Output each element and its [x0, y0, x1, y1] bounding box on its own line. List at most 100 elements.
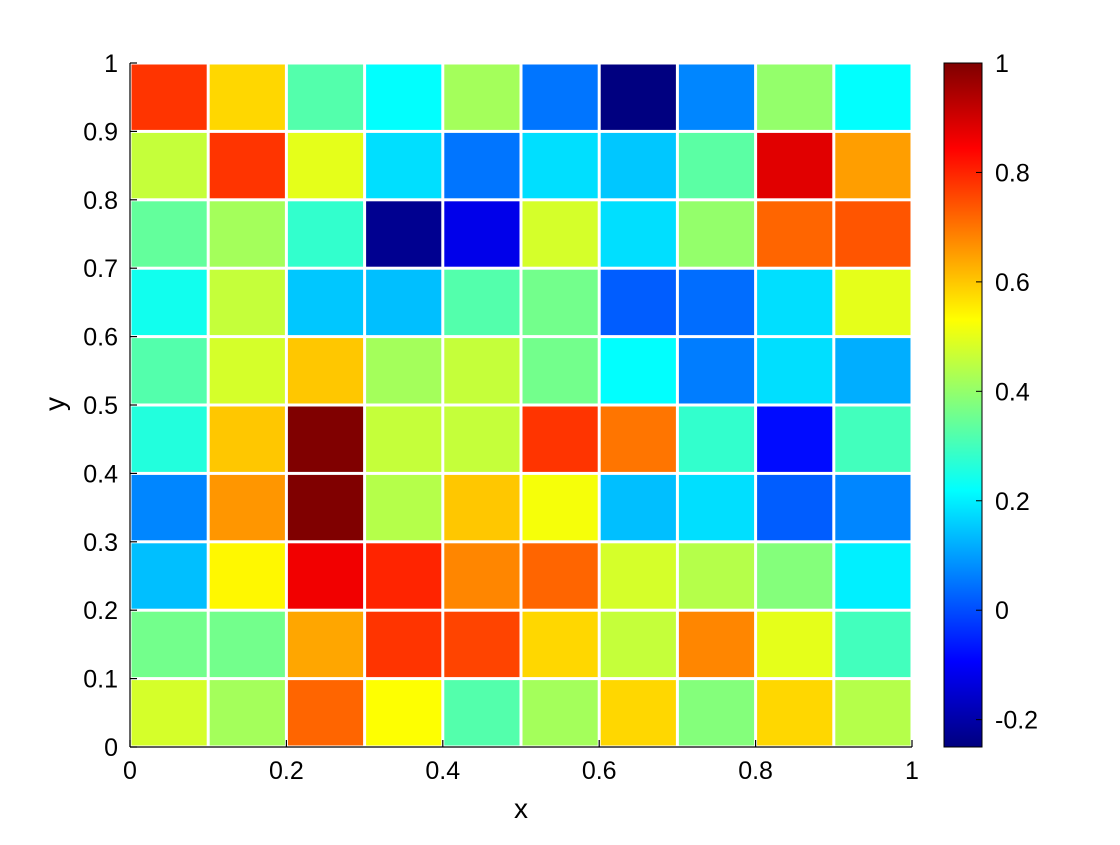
heatmap-cell [131, 132, 207, 199]
heatmap-cell [287, 543, 364, 609]
heatmap-cell [835, 64, 911, 130]
heatmap-cell [522, 543, 598, 609]
heatmap-cell [600, 543, 676, 609]
colorbar-tick-label: 0.4 [995, 378, 1030, 406]
heatmap-cell [600, 132, 676, 199]
heatmap-cell [444, 338, 520, 404]
heatmap-cell [287, 64, 364, 130]
heatmap-cell [835, 680, 911, 746]
y-tick-label: 0.1 [83, 666, 118, 694]
y-axis-ticks: 0 0.1 0.2 0.3 0.4 0.5 0.6 0.7 0.8 0.9 1 [83, 50, 137, 762]
heatmap-cell [757, 338, 833, 404]
heatmap-cell [678, 406, 755, 472]
y-tick-label: 0.5 [83, 392, 118, 420]
heatmap-cell [209, 543, 285, 609]
heatmap-cell [444, 201, 520, 267]
y-tick-label: 1 [104, 50, 118, 78]
heatmap-cell [600, 269, 676, 336]
heatmap-cell [444, 543, 520, 609]
heatmap-cell [835, 132, 911, 199]
heatmap-cell [835, 201, 911, 267]
heatmap-cell [131, 201, 207, 267]
y-tick-label: 0.8 [83, 187, 118, 215]
heatmap-cell [131, 543, 207, 609]
heatmap-cell [287, 269, 364, 336]
colorbar-tick-label: 1 [995, 50, 1009, 78]
heatmap-cell [444, 269, 520, 336]
colorbar-frame [943, 62, 983, 748]
heatmap-cell [209, 474, 285, 541]
heatmap-cell [366, 269, 442, 336]
heatmap-cell [757, 680, 833, 746]
heatmap-cell [287, 406, 364, 472]
heatmap-cells [131, 64, 911, 746]
heatmap-cell [366, 474, 442, 541]
heatmap-cell [757, 611, 833, 678]
heatmap-cell [444, 611, 520, 678]
heatmap-cell [835, 406, 911, 472]
heatmap-cell [287, 680, 364, 746]
heatmap-cell [287, 611, 364, 678]
heatmap-cell [131, 269, 207, 336]
heatmap-cell [287, 338, 364, 404]
heatmap-cell [287, 474, 364, 541]
y-tick-label: 0.9 [83, 118, 118, 146]
heatmap-cell [444, 406, 520, 472]
heatmap-cell [678, 269, 755, 336]
heatmap-cell [287, 132, 364, 199]
heatmap-cell [600, 611, 676, 678]
heatmap-cell [131, 680, 207, 746]
heatmap-cell [600, 680, 676, 746]
heatmap-cell [757, 543, 833, 609]
heatmap-cell [678, 543, 755, 609]
heatmap-cell [600, 474, 676, 541]
y-tick-label: 0.2 [83, 597, 118, 625]
heatmap-cell [131, 338, 207, 404]
heatmap-cell [522, 132, 598, 199]
heatmap-cell [522, 64, 598, 130]
heatmap-cell [600, 201, 676, 267]
heatmap-cell [600, 64, 676, 130]
colorbar-gradient [944, 63, 982, 747]
y-tick-label: 0.6 [83, 324, 118, 352]
heatmap-cell [835, 338, 911, 404]
heatmap-cell [209, 406, 285, 472]
colorbar-tick-label: 0 [995, 597, 1009, 625]
heatmap-cell [366, 611, 442, 678]
heatmap-cell [444, 474, 520, 541]
heatmap-cell [209, 201, 285, 267]
heatmap-cell [835, 474, 911, 541]
heatmap-cell [522, 611, 598, 678]
heatmap-cell [366, 406, 442, 472]
heatmap-cell [444, 64, 520, 130]
heatmap-cell [522, 201, 598, 267]
heatmap-cell [209, 64, 285, 130]
x-tick-label: 1 [905, 757, 919, 785]
y-axis-label: y [39, 397, 70, 411]
heatmap-cell [678, 132, 755, 199]
heatmap-cell [366, 338, 442, 404]
heatmap-cell [678, 680, 755, 746]
heatmap-cell [209, 680, 285, 746]
heatmap-cell [600, 406, 676, 472]
heatmap-cell [209, 269, 285, 336]
heatmap-cell [835, 543, 911, 609]
heatmap-cell [522, 338, 598, 404]
heatmap-cell [678, 201, 755, 267]
colorbar-tick-label: -0.2 [995, 707, 1038, 735]
heatmap-cell [366, 680, 442, 746]
heatmap-cell [209, 338, 285, 404]
heatmap-cell [131, 474, 207, 541]
heatmap-cell [678, 64, 755, 130]
colorbar-tick-label: 0.2 [995, 488, 1030, 516]
heatmap-cell [522, 474, 598, 541]
heatmap-cell [522, 680, 598, 746]
heatmap-cell [757, 269, 833, 336]
heatmap-cell [835, 269, 911, 336]
heatmap-cell [209, 611, 285, 678]
colorbar: -0.2 0 0.2 0.4 0.6 0.8 1 [943, 50, 1038, 748]
heatmap-cell [366, 132, 442, 199]
heatmap-cell [444, 132, 520, 199]
